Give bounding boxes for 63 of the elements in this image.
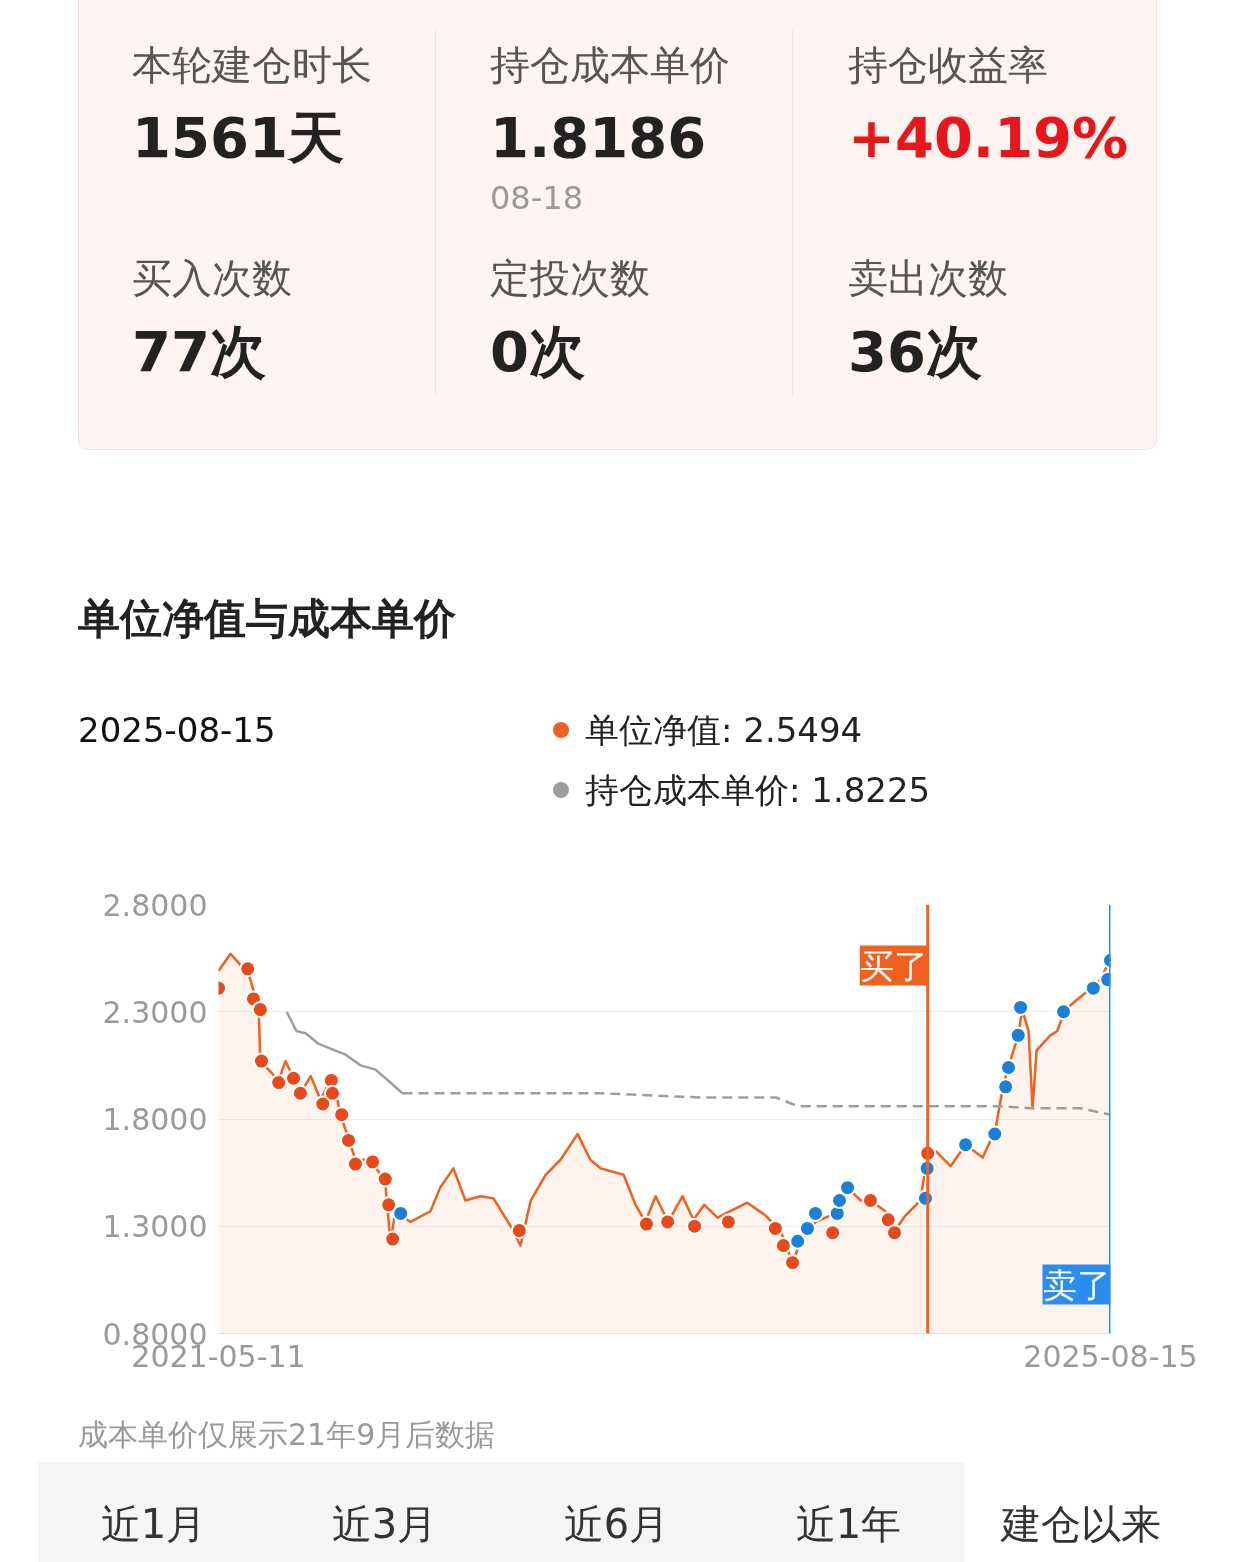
text: 本轮建仓时长 (132, 41, 372, 90)
point (1084, 979, 1102, 997)
text: 单位净值: 2.5494 (585, 709, 863, 752)
point (839, 1179, 857, 1197)
point (380, 1196, 398, 1214)
y-tick-label: 1.3000 (102, 1209, 208, 1245)
point (346, 1155, 364, 1173)
point (957, 1136, 975, 1154)
point (333, 1106, 351, 1124)
point (861, 1192, 879, 1209)
text: 近6月 (562, 1500, 671, 1549)
point (784, 1254, 802, 1272)
point (314, 1095, 332, 1113)
point (510, 1222, 528, 1240)
point (251, 1001, 269, 1019)
point (886, 1224, 904, 1242)
text: 2025-08-15 (78, 709, 276, 752)
text: 近1年 (794, 1500, 903, 1549)
point (686, 1217, 704, 1235)
point (879, 1211, 897, 1229)
text: 77次 (132, 318, 266, 386)
text: 1.8186 (490, 104, 707, 172)
point (270, 1074, 288, 1092)
text: +40.19% (848, 104, 1129, 172)
point (766, 1219, 784, 1237)
point (659, 1213, 677, 1231)
ref-line-label: 卖了 (1042, 1264, 1111, 1305)
x-tick-label: 2025-08-15 (1023, 1338, 1198, 1374)
point (252, 1052, 270, 1070)
text: 08-18 (490, 178, 583, 219)
point (291, 1084, 309, 1102)
ref-line-label: 买了 (859, 945, 928, 986)
text: 持仓收益率 (848, 41, 1048, 90)
point (831, 1192, 849, 1209)
point (986, 1125, 1004, 1143)
point (997, 1078, 1015, 1096)
text: 建仓以来 (999, 1500, 1162, 1549)
text: 买入次数 (132, 254, 292, 303)
text: 成本单价仅展示21年9月后数据 (78, 1416, 496, 1454)
point (719, 1213, 737, 1231)
text: 0次 (490, 318, 585, 386)
point (384, 1230, 402, 1248)
text: 定投次数 (490, 254, 650, 303)
text: 1561天 (132, 104, 344, 172)
y-tick-label: 2.3000 (102, 994, 208, 1030)
text: 单位净值与成本单价 (78, 593, 456, 645)
point (1009, 1026, 1027, 1044)
y-tick-label: 2.8000 (102, 887, 208, 923)
point (637, 1215, 655, 1233)
point (824, 1224, 842, 1242)
point (789, 1232, 807, 1250)
text: 持仓成本单价 (490, 41, 730, 90)
text: 持仓成本单价: 1.8225 (585, 769, 931, 810)
text: 卖出次数 (848, 254, 1008, 303)
y-tick-label: 1.8000 (102, 1102, 208, 1137)
point (239, 960, 257, 978)
text: 近1月 (99, 1500, 208, 1549)
text: 近3月 (330, 1500, 439, 1549)
point (1055, 1003, 1073, 1021)
text: 36次 (848, 318, 982, 386)
point (774, 1237, 792, 1255)
point (1000, 1059, 1018, 1077)
point (376, 1170, 394, 1188)
